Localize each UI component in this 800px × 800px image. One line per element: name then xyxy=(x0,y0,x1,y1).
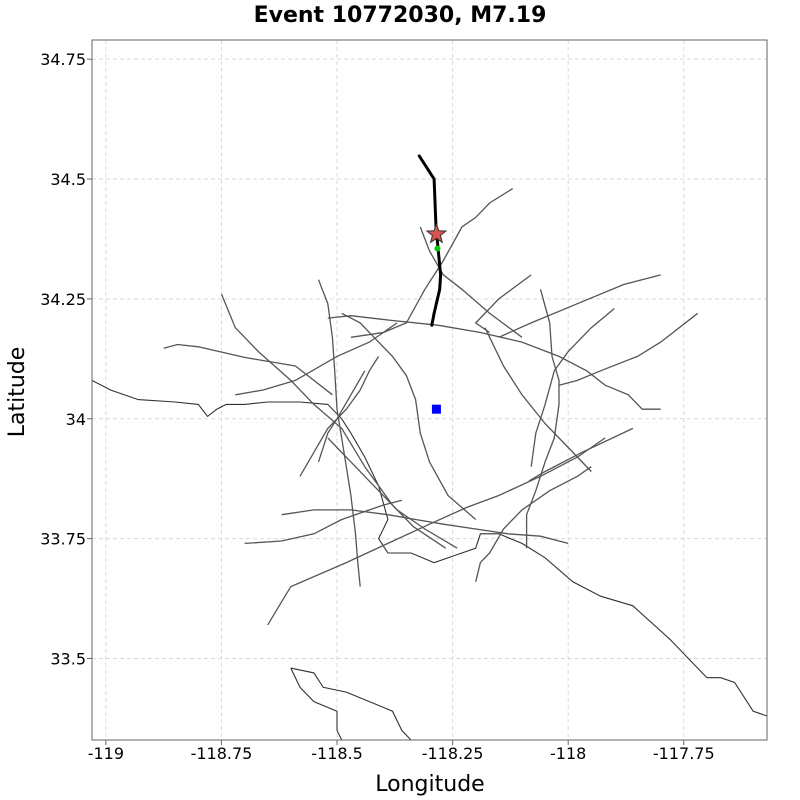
fault-line xyxy=(484,327,592,472)
fault-line xyxy=(244,499,402,545)
rupture-trace xyxy=(417,154,443,327)
fault-line xyxy=(558,312,699,386)
fault-line xyxy=(299,356,380,477)
fault-line xyxy=(163,343,333,396)
fault-lines-layer xyxy=(163,188,699,626)
plot-frame xyxy=(91,39,768,741)
rupture-trace-layer xyxy=(417,154,443,327)
fault-line xyxy=(341,312,477,520)
x-tick-label: -118.75 xyxy=(191,744,253,763)
coastline xyxy=(290,667,412,741)
y-axis-ticks: 34.75 34.5 34.25 34 33.75 33.5 xyxy=(40,50,92,668)
x-tick-label: -118.5 xyxy=(311,744,363,763)
y-tick-label: 34 xyxy=(66,410,86,429)
x-tick-label: -119 xyxy=(88,744,124,763)
x-tick-label: -118 xyxy=(550,744,586,763)
y-tick-label: 33.75 xyxy=(40,530,86,549)
fault-line xyxy=(220,293,447,549)
x-axis-ticks: -119 -118.75 -118.5 -118.25 -118 -117.75 xyxy=(88,740,715,763)
x-tick-label: -117.75 xyxy=(653,744,715,763)
y-tick-label: 34.5 xyxy=(50,170,86,189)
coastline-layer xyxy=(91,379,768,741)
fault-line xyxy=(327,315,661,410)
hypocenter-star-marker xyxy=(425,222,448,244)
nearest-point-marker xyxy=(434,245,441,252)
fault-line xyxy=(525,289,560,549)
chart-title: Event 10772030, M7.19 xyxy=(254,3,547,28)
coastline xyxy=(91,379,768,717)
fault-line xyxy=(530,308,615,467)
fault-line xyxy=(317,279,361,587)
site-marker xyxy=(431,404,441,414)
fault-line xyxy=(419,226,523,338)
fault-line xyxy=(281,509,569,545)
y-axis-label: Latitude xyxy=(5,347,30,438)
fault-line xyxy=(474,274,532,334)
y-tick-label: 34.25 xyxy=(40,290,86,309)
coastline xyxy=(290,667,343,741)
fault-line xyxy=(317,370,366,463)
fault-line xyxy=(327,437,458,549)
fault-line xyxy=(498,274,661,338)
marker-layer xyxy=(425,222,448,414)
y-tick-label: 34.75 xyxy=(40,50,86,69)
y-tick-label: 33.5 xyxy=(50,649,86,668)
x-axis-label: Longitude xyxy=(375,772,484,797)
fault-line xyxy=(475,466,592,582)
fault-line xyxy=(528,427,634,482)
x-tick-label: -118.25 xyxy=(422,744,484,763)
fault-line xyxy=(267,437,606,626)
fault-line xyxy=(235,322,398,396)
fault-line xyxy=(350,188,514,338)
grid-layer xyxy=(92,40,767,740)
